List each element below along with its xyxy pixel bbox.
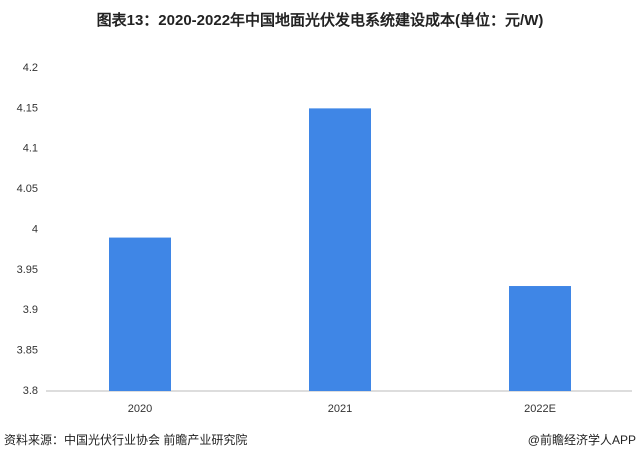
y-tick-label: 3.95: [17, 264, 38, 276]
y-tick-label: 4.05: [17, 183, 38, 195]
y-tick-label: 3.85: [17, 345, 38, 357]
y-tick-label: 4: [32, 223, 38, 235]
y-tick-label: 4.2: [23, 62, 38, 74]
x-tick-label: 2022E: [524, 403, 556, 415]
source: 资料来源：中国光伏行业协会 前瞻产业研究院: [4, 432, 247, 447]
y-tick-label: 3.8: [23, 385, 38, 397]
y-tick-label: 4.1: [23, 143, 38, 155]
bar: [109, 237, 171, 391]
x-tick-label: 2020: [128, 403, 152, 415]
chart-title: 图表13：2020-2022年中国地面光伏发电系统建设成本(单位：元/W): [97, 11, 544, 29]
credit: @前瞻经济学人APP: [528, 432, 636, 447]
bar: [509, 286, 571, 391]
x-tick-label: 2021: [328, 403, 352, 415]
y-tick-label: 3.9: [23, 304, 38, 316]
y-tick-label: 4.15: [17, 102, 38, 114]
bar: [309, 108, 371, 391]
